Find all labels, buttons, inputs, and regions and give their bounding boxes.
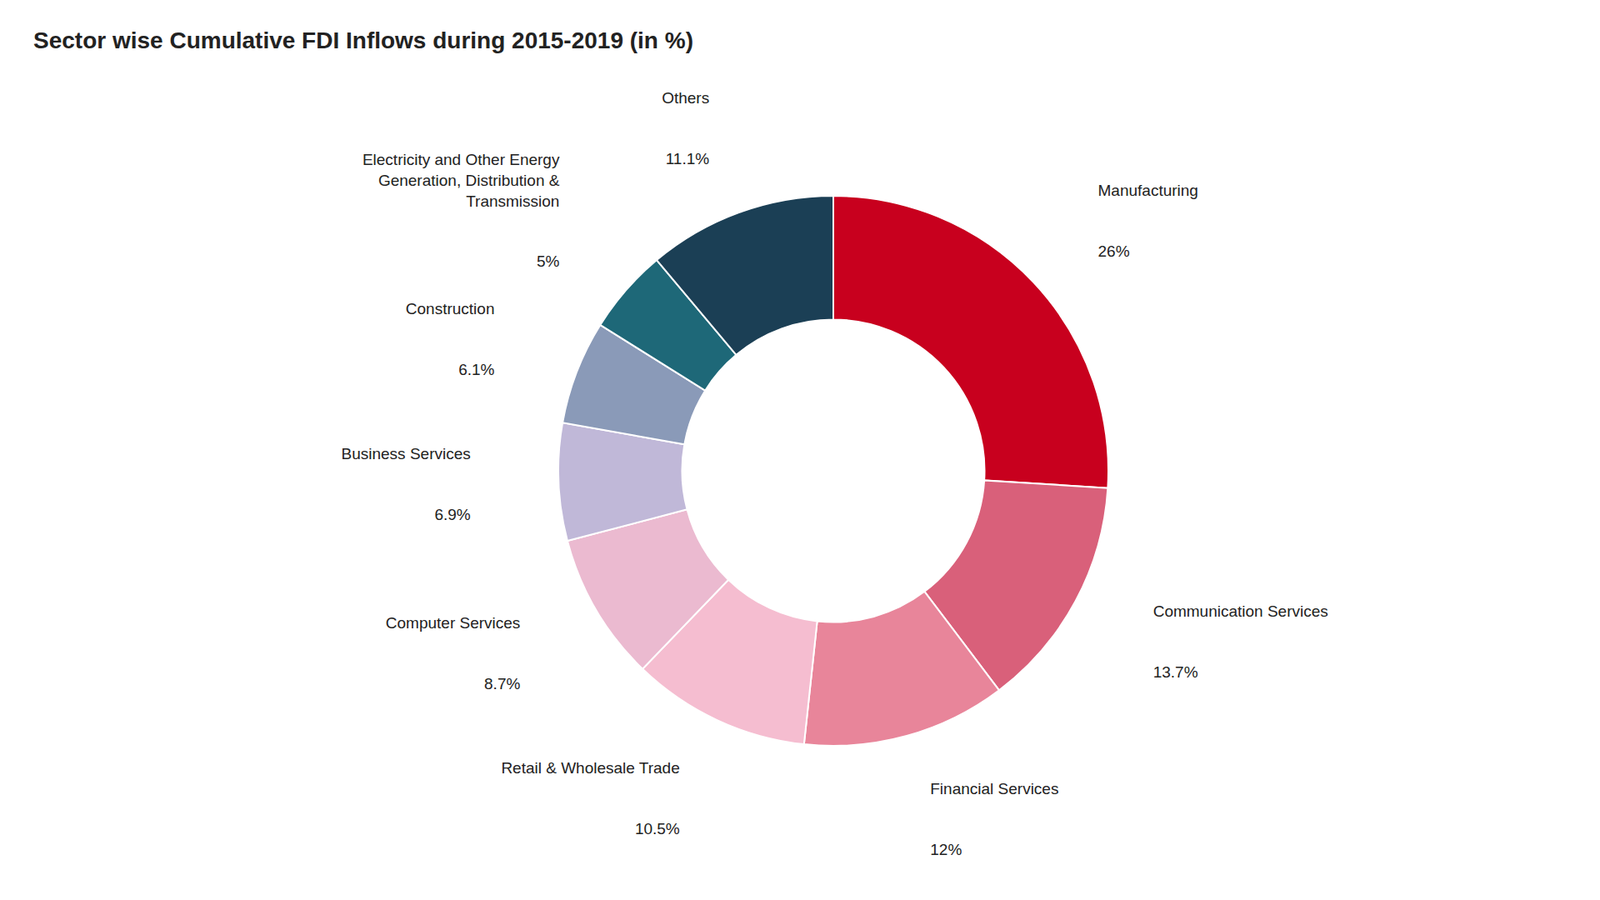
data-label: 26%: [1098, 242, 1130, 260]
labels: Manufacturing 26% Communication Services 13…: [341, 89, 1329, 859]
category-label-line: Manufacturing: [1098, 181, 1199, 200]
data-label: 10.5%: [635, 820, 680, 838]
category-label-line: Computer Services: [385, 614, 521, 632]
title: Sector wise Cumulative FDI Inflows durin…: [33, 27, 694, 54]
wedges: [558, 195, 1109, 746]
category-label: Electricity and Other Energy Generation, …: [362, 150, 560, 210]
category-label-line: Transmission: [465, 192, 560, 210]
data-label: 8.7%: [484, 675, 520, 693]
category-label: Others: [661, 89, 710, 107]
wedge: [833, 195, 1109, 489]
category-label: Business Services: [341, 445, 471, 463]
category-label-line: Retail & Wholesale Trade: [500, 759, 680, 777]
category-label: Construction: [405, 300, 495, 318]
data-label: 6.9%: [434, 505, 470, 524]
category-label: Computer Services: [385, 614, 521, 632]
category-label-line: Generation, Distribution &: [378, 171, 560, 190]
category-label-line: Financial Services: [930, 780, 1059, 798]
data-label: 13.7%: [1153, 663, 1199, 681]
category-label-line: Others: [661, 89, 710, 107]
wedge: [804, 591, 1000, 746]
chart: Sector wise Cumulative FDI Inflows durin…: [0, 0, 1600, 900]
category-label: Communication Services: [1153, 602, 1329, 620]
category-label: Retail & Wholesale Trade: [500, 759, 680, 777]
category-label-line: Construction: [405, 300, 495, 318]
category-label-line: Communication Services: [1153, 602, 1329, 620]
background: [0, 0, 1600, 900]
wedge: [656, 195, 834, 355]
category-label-line: Electricity and Other Energy: [362, 150, 560, 169]
category-label: Financial Services: [930, 780, 1059, 798]
category-label-line: Business Services: [341, 445, 471, 463]
data-label: 12%: [930, 840, 962, 859]
page: {"chart_data": {"type": "donut", "title"…: [0, 0, 1600, 900]
data-label: 11.1%: [665, 150, 710, 168]
data-label: 5%: [536, 252, 560, 270]
data-label: 6.1%: [458, 360, 495, 379]
category-label: Manufacturing: [1098, 181, 1199, 200]
